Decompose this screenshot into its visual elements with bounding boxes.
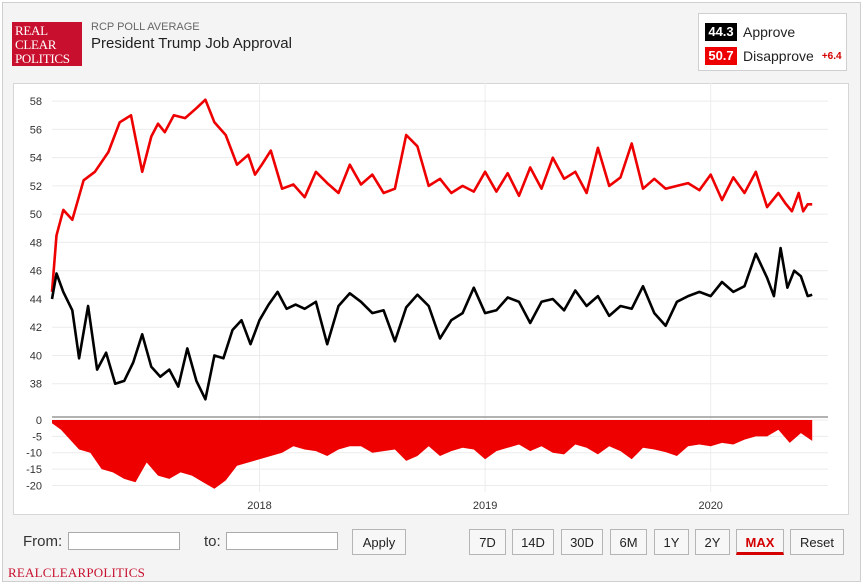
legend-box: 44.3 Approve 50.7 Disapprove +6.4 [698, 13, 847, 71]
range-2y-button[interactable]: 2Y [695, 529, 730, 555]
y-tick-44: 44 [30, 294, 42, 306]
y-tick-58: 58 [30, 96, 42, 108]
chart-supertitle: RCP POLL AVERAGE [91, 21, 200, 33]
y-tick-40: 40 [30, 350, 42, 362]
legend-approve: 44.3 Approve [705, 22, 795, 42]
to-label: to: [204, 533, 221, 550]
x-tick-2020: 2020 [698, 500, 722, 512]
range-1y-button[interactable]: 1Y [654, 529, 689, 555]
y-tick-54: 54 [30, 153, 42, 165]
range-7d-button[interactable]: 7D [469, 529, 506, 555]
range-6m-button[interactable]: 6M [610, 529, 647, 555]
approve-label: Approve [743, 24, 796, 40]
spread-y-tick--10: -10 [26, 448, 42, 460]
range-14d-button[interactable]: 14D [512, 529, 554, 555]
to-date-input[interactable] [226, 532, 338, 550]
apply-button[interactable]: Apply [352, 529, 406, 555]
spread-y-tick-0: 0 [36, 415, 42, 427]
approval-chart: 38 40 42 44 46 48 50 52 54 56 58 0 -5 -10 -15 -20 2018 20… [26, 83, 828, 512]
rcp-logo[interactable]: REAL CLEAR POLITICS [12, 22, 82, 66]
x-tick-2018: 2018 [247, 500, 271, 512]
legend-disapprove: 50.7 Disapprove +6.4 [705, 46, 842, 66]
range-max-button[interactable]: MAX [736, 529, 784, 555]
x-tick-2019: 2019 [473, 500, 497, 512]
y-tick-46: 46 [30, 266, 42, 278]
y-tick-50: 50 [30, 209, 42, 221]
y-tick-52: 52 [30, 181, 42, 193]
footer-brand: REALCLEARPOLITICS [8, 565, 146, 580]
chart-title: President Trump Job Approval [91, 35, 292, 52]
disapprove-value-badge: 50.7 [705, 47, 737, 65]
disapprove-line [50, 98, 813, 293]
y-tick-56: 56 [30, 124, 42, 136]
spread-value: +6.4 [821, 50, 842, 62]
from-date-input[interactable] [68, 532, 180, 550]
y-tick-42: 42 [30, 322, 42, 334]
range-30d-button[interactable]: 30D [561, 529, 603, 555]
disapprove-label: Disapprove [743, 48, 814, 64]
approve-value-badge: 44.3 [705, 23, 737, 41]
spread-area [52, 420, 813, 489]
y-tick-38: 38 [30, 379, 42, 391]
y-tick-48: 48 [30, 237, 42, 249]
logo-line-2: CLEAR [15, 37, 57, 52]
spread-y-tick--20: -20 [26, 480, 42, 492]
logo-line-3: POLITICS [15, 51, 70, 66]
from-label: From: [23, 533, 63, 550]
reset-button[interactable]: Reset [790, 529, 844, 555]
logo-line-1: REAL [15, 23, 48, 38]
approve-line [50, 246, 813, 401]
spread-y-tick--15: -15 [26, 464, 42, 476]
spread-y-tick--5: -5 [32, 431, 42, 443]
range-controls: From: to: Apply 7D 14D 30D 6M 1Y 2Y MAX … [0, 528, 863, 558]
